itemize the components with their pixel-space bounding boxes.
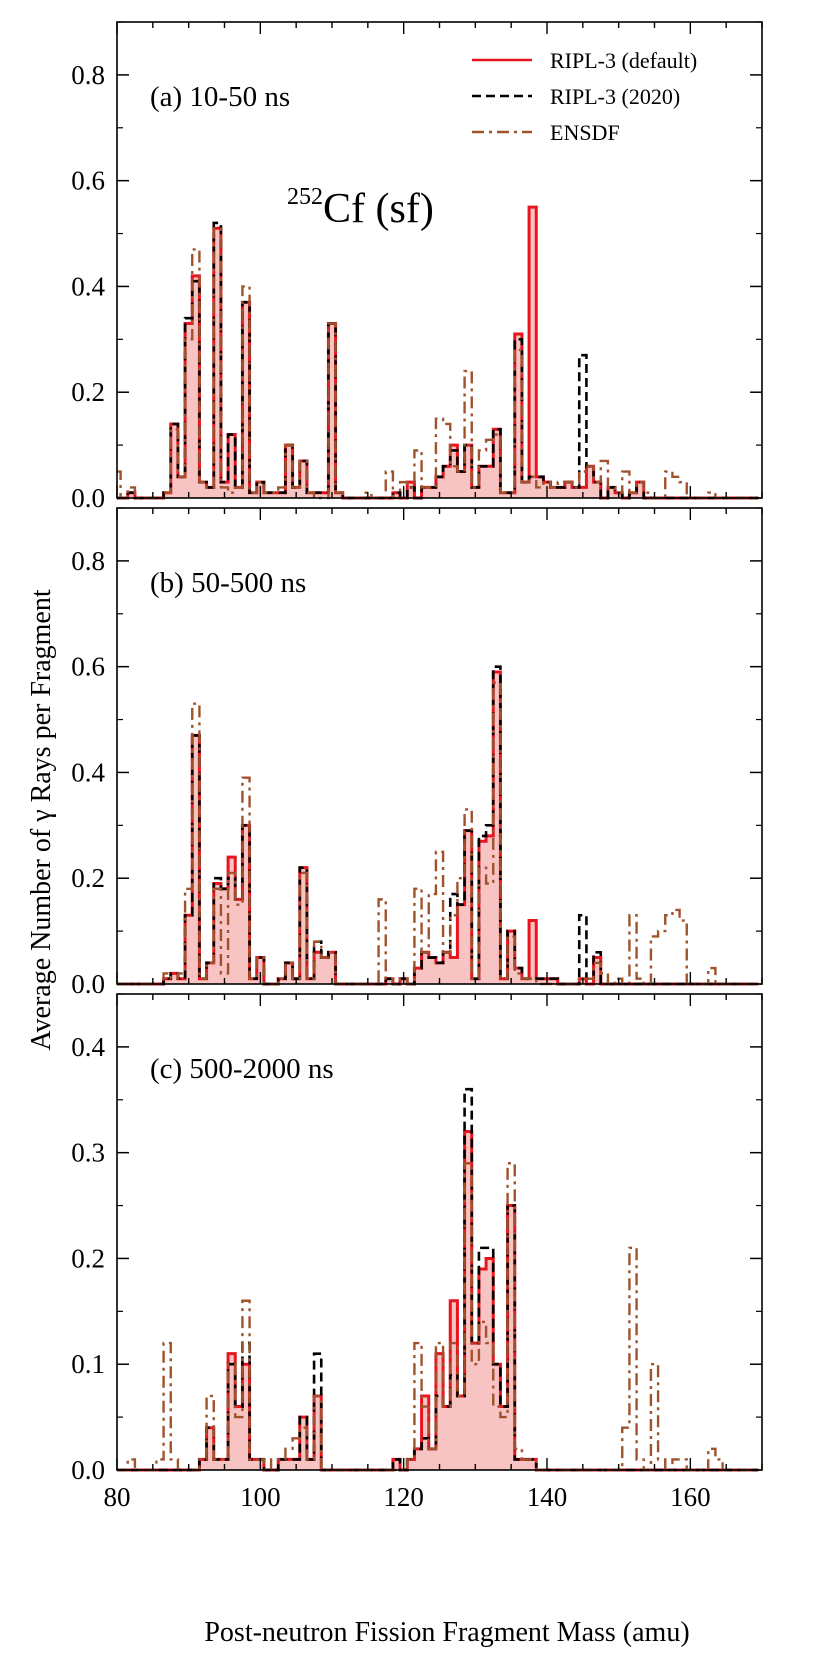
- panel-1: 0.0 0.2 0.4 0.6 0.8 (a) 10-50 ns: [71, 21, 763, 513]
- x-tick-label: 100: [240, 1482, 281, 1512]
- y-tick-label: 0.8: [71, 546, 105, 576]
- x-tick-label: 160: [670, 1482, 711, 1512]
- x-tick-label: 80: [104, 1482, 131, 1512]
- legend-label-3: ENSDF: [550, 120, 620, 145]
- y-tick-label: 0.0: [71, 483, 105, 513]
- y-tick-label: 0.3: [71, 1138, 105, 1168]
- x-axis-title: Post-neutron Fission Fragment Mass (amu): [204, 1617, 689, 1648]
- panel-3-label: (c) 500-2000 ns: [150, 1053, 334, 1085]
- y-tick-label: 0.6: [71, 166, 105, 196]
- panel-2: 0.0 0.2 0.4 0.6 0.8 (b) 50-500 ns: [71, 507, 763, 999]
- panel-1-default-fill: [117, 207, 762, 499]
- legend-label-1: RIPL-3 (default): [550, 48, 697, 73]
- y-tick-label: 0.0: [71, 969, 105, 999]
- y-tick-label: 0.4: [71, 757, 105, 787]
- panel-1-ensdf-series: [117, 227, 759, 500]
- panel-1-label: (a) 10-50 ns: [150, 81, 290, 113]
- y-axis-title: Average Number of γ Rays per Fragment: [26, 589, 57, 1050]
- y-tick-label: 0.4: [71, 1032, 105, 1062]
- annotation-text: Cf (sf): [323, 186, 434, 232]
- panels-group: 0.00.20.40.60.8(a) 10-50 ns0.00.20.40.60…: [71, 21, 763, 1512]
- panel-2-label: (b) 50-500 ns: [150, 567, 306, 599]
- annotation-superscript: 252: [287, 184, 323, 210]
- y-tick-label: 0.6: [71, 652, 105, 682]
- y-tick-label: 0.2: [71, 1243, 105, 1273]
- x-tick-label: 120: [383, 1482, 424, 1512]
- panel-3-default-fill: [117, 1131, 762, 1470]
- panel-2-default-fill: [117, 671, 762, 984]
- legend-label-2: RIPL-3 (2020): [550, 84, 680, 109]
- cf-annotation: 252Cf (sf): [287, 184, 434, 232]
- x-tick-label: 140: [527, 1482, 568, 1512]
- y-tick-label: 0.4: [71, 271, 105, 301]
- y-tick-label: 0.8: [71, 60, 105, 90]
- legend: RIPL-3 (default) RIPL-3 (2020) ENSDF: [472, 48, 697, 145]
- panel-2-ensdf-series: [117, 681, 759, 986]
- y-tick-label: 0.2: [71, 863, 105, 893]
- panel-3: 0.0 0.1 0.2 0.3 0.4 (c) 500-2000 ns: [71, 993, 763, 1485]
- y-tick-label: 0.2: [71, 377, 105, 407]
- y-tick-label: 0.1: [71, 1349, 105, 1379]
- y-tick-label: 0.0: [71, 1455, 105, 1485]
